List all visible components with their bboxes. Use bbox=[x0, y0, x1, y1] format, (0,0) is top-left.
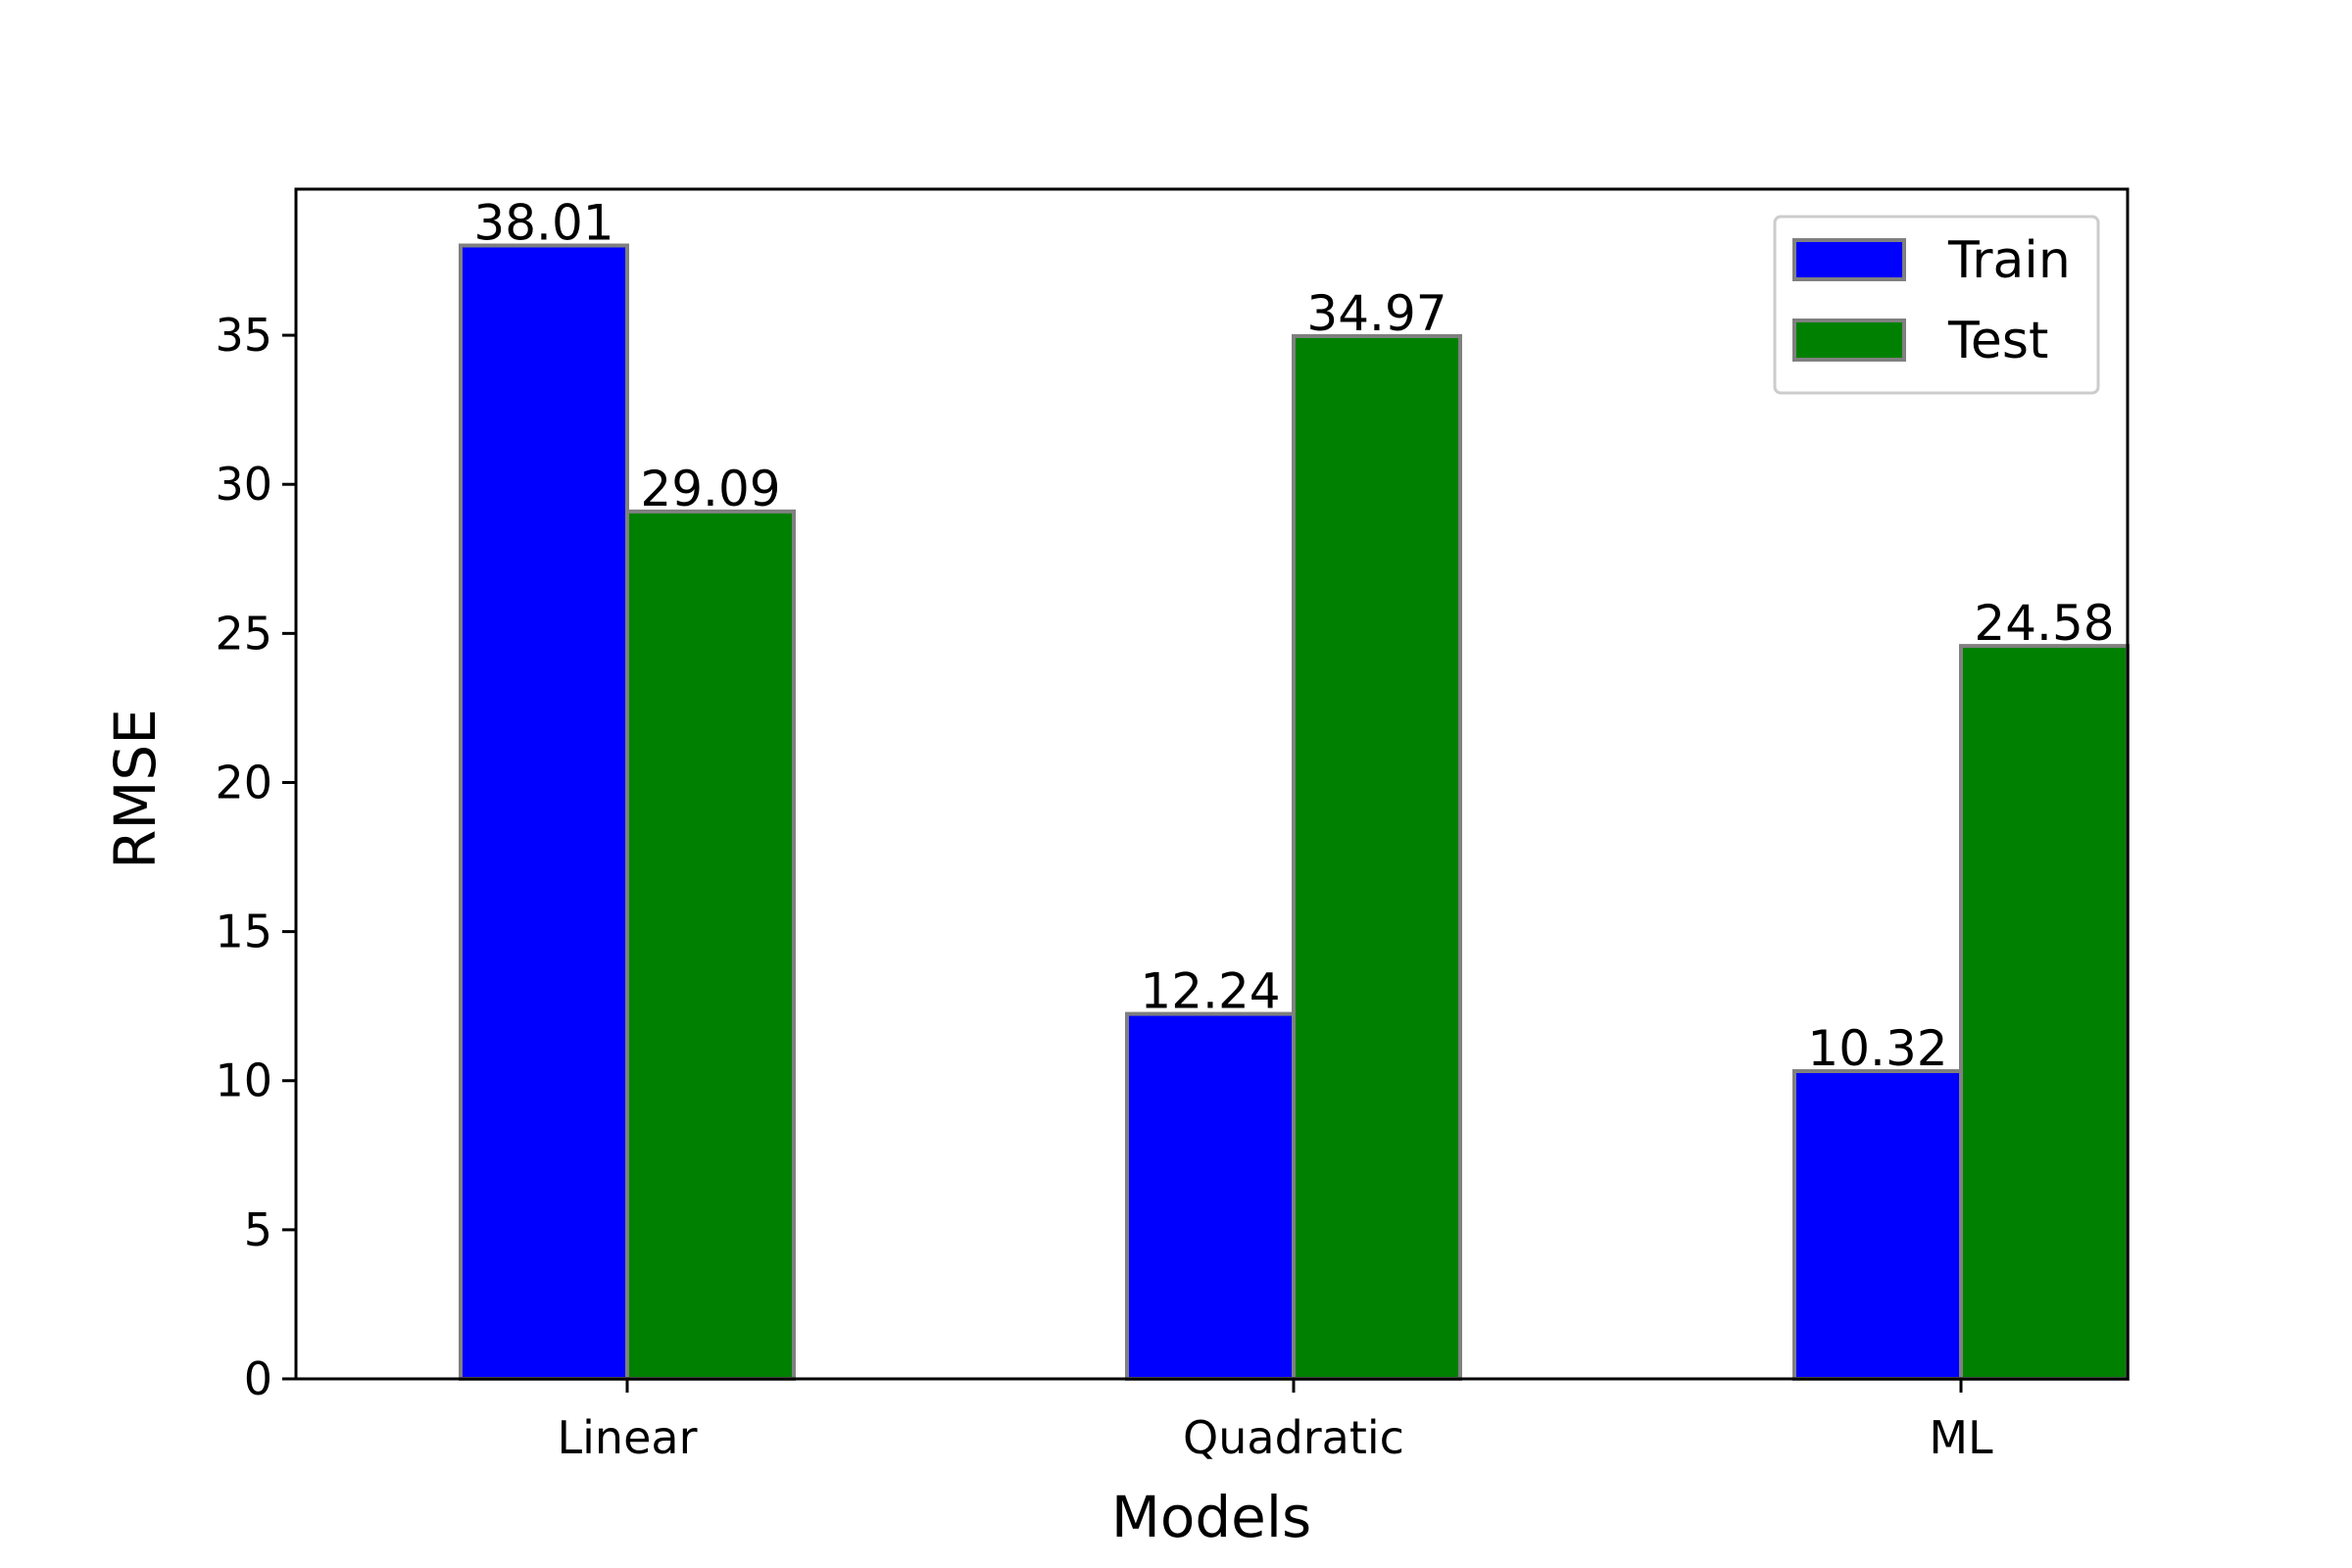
data-label-train-quadratic: 12.24 bbox=[1140, 963, 1280, 1020]
y-tick-label: 0 bbox=[244, 1352, 272, 1405]
y-axis-title: RMSE bbox=[102, 709, 169, 869]
bars-layer bbox=[459, 243, 2130, 1382]
y-tick-label: 20 bbox=[215, 756, 272, 808]
y-tick-label: 25 bbox=[215, 607, 272, 660]
data-label-test-ml: 24.58 bbox=[1974, 595, 2114, 652]
data-label-train-ml: 10.32 bbox=[1807, 1020, 1947, 1077]
data-labels-layer: 38.01 29.09 12.24 34.97 10.32 24.58 bbox=[473, 195, 2114, 1077]
bar-test-ml bbox=[1959, 644, 2130, 1381]
y-tick-label: 5 bbox=[244, 1203, 272, 1256]
legend-swatch-train bbox=[1792, 238, 1906, 281]
bar-train-ml bbox=[1792, 1069, 1963, 1382]
y-tick-label: 30 bbox=[215, 458, 272, 511]
x-axis-title: Models bbox=[1111, 1484, 1311, 1550]
x-tick-label-ml: ML bbox=[1929, 1411, 1993, 1464]
y-axis: 0 5 10 15 20 25 30 35 bbox=[215, 309, 296, 1405]
x-tick-label-quadratic: Quadratic bbox=[1183, 1411, 1404, 1464]
bar-train-quadratic bbox=[1125, 1011, 1296, 1381]
y-tick-label: 10 bbox=[215, 1054, 272, 1107]
bar-test-quadratic bbox=[1292, 334, 1462, 1381]
y-tick-label: 15 bbox=[215, 906, 272, 958]
legend-swatch-test bbox=[1792, 318, 1906, 362]
x-tick-label-linear: Linear bbox=[558, 1411, 698, 1464]
legend-label-test: Test bbox=[1947, 312, 2048, 370]
data-label-test-quadratic: 34.97 bbox=[1306, 285, 1446, 342]
data-label-test-linear: 29.09 bbox=[640, 461, 780, 517]
bar-train-linear bbox=[459, 243, 629, 1382]
data-label-train-linear: 38.01 bbox=[473, 195, 613, 252]
plot-frame bbox=[294, 187, 2130, 1381]
y-tick-label: 35 bbox=[215, 309, 272, 362]
legend: Train Test bbox=[1773, 215, 2100, 395]
legend-label-train: Train bbox=[1947, 231, 2071, 290]
bar-test-linear bbox=[625, 509, 796, 1381]
x-axis: Linear Quadratic ML bbox=[558, 1379, 1993, 1464]
